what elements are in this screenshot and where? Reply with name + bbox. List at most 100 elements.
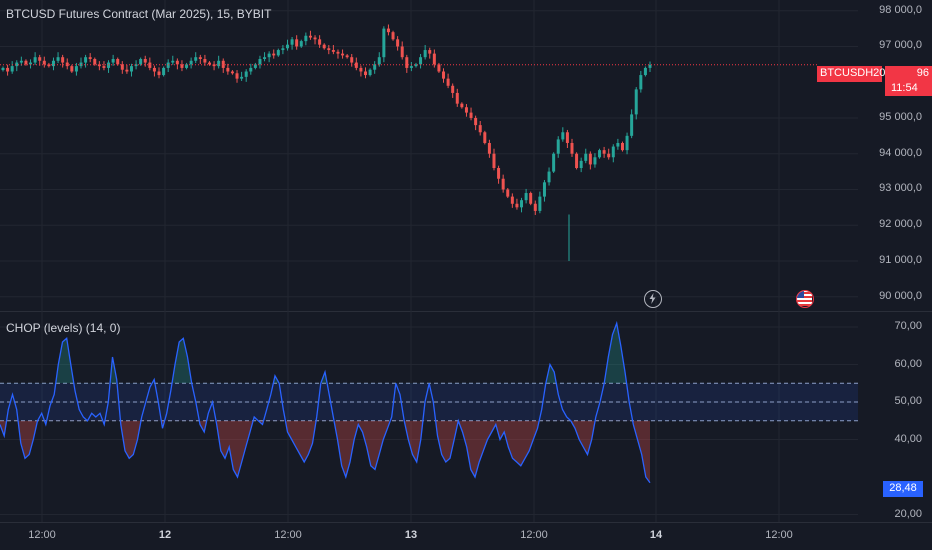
time-tick: 12:00 [520,529,548,541]
candle-body [285,44,289,49]
candle-body [400,46,404,58]
candle-body [419,57,423,65]
candle-body [474,117,478,126]
candle-body [437,64,441,72]
candle-body [538,196,542,211]
candle-body [313,37,317,40]
candle-body [391,32,395,40]
candle-body [226,67,230,72]
candle-body [620,142,624,151]
candle-body [10,66,14,72]
candle-body [598,150,602,158]
candle-body [423,50,427,58]
candle-body [139,58,143,65]
time-tick: 12:00 [274,529,302,541]
candle-body [304,35,308,42]
time-tick: 12:00 [765,529,793,541]
candle-body [455,92,459,104]
candle-body [185,64,189,68]
candle-body [570,142,574,154]
candle-body [33,57,37,63]
indicator-tick: 70,00 [894,320,922,332]
candle-body [203,58,207,63]
candle-body [529,193,533,204]
candle-body [295,39,299,47]
candle-body [524,193,528,201]
chart-title: BTCUSD Futures Contract (Mar 2025), 15, … [6,7,272,21]
candle-body [198,57,202,59]
candle-body [230,71,234,74]
candle-body [56,57,60,61]
candle-body [341,53,345,56]
price-tick: 90 000,0 [879,289,922,302]
candle-body [327,48,331,51]
candle-body [6,67,10,72]
candle-body [442,71,446,79]
candle-body [611,146,615,158]
candle-body [51,60,55,67]
candle-body [267,53,271,58]
candle-body [515,203,519,208]
candle-body [373,64,377,70]
candle-body [506,189,510,197]
candle-body [322,44,326,49]
last-price-label: 96 488,0 [885,66,932,94]
candle-body [331,50,335,52]
candle-body [65,62,69,67]
candle-body [386,28,390,33]
candle-body [290,39,294,45]
candle-body [414,64,418,67]
us-flag-icon[interactable] [796,290,814,308]
candle-body [630,114,634,136]
candle-body [162,67,166,76]
candle-body [299,41,303,47]
lightning-icon[interactable] [644,290,662,308]
time-tick: 12:00 [28,529,56,541]
chop-fill-high [0,323,650,384]
candle-body [409,66,413,68]
candle-body [625,135,629,151]
candle-body [579,160,583,169]
candle-body [345,55,349,58]
candle-body [377,57,381,65]
candle-body [29,62,33,65]
candle-body [194,57,198,61]
price-tick: 94 000,0 [879,146,922,159]
candle-body [510,196,514,204]
candle-body [364,71,368,76]
candle-body [446,78,450,86]
candle-body [432,53,436,65]
candle-body [207,62,211,65]
candle-body [428,50,432,54]
candle-body [143,58,147,63]
price-tick: 91 000,0 [879,253,922,266]
candle-body [639,75,643,90]
candle-body [584,153,588,161]
candle-body [451,85,455,93]
candle-body [171,60,175,63]
indicator-value-badge: 28,48 [883,481,923,497]
candle-body [336,51,340,54]
indicator-tick: 60,00 [894,357,922,370]
countdown-label: 11:54 [885,81,932,96]
candle-body [359,67,363,72]
time-tick: 12 [158,529,172,541]
candle-body [240,76,244,79]
candle-body [221,60,225,68]
candle-body [111,58,115,63]
candle-body [235,73,239,79]
candle-body [217,60,221,67]
symbol-label: BTCUSDH2025 [817,66,898,82]
candle-body [368,69,372,76]
candle-body [396,39,400,47]
indicator-title: CHOP (levels) (14, 0) [6,321,121,335]
candle-body [157,71,161,76]
candle-body [460,103,464,108]
candle-body [533,203,537,211]
candle-body [318,39,322,45]
candle-body [405,57,409,68]
candle-body [175,60,179,65]
candle-body [648,64,652,68]
